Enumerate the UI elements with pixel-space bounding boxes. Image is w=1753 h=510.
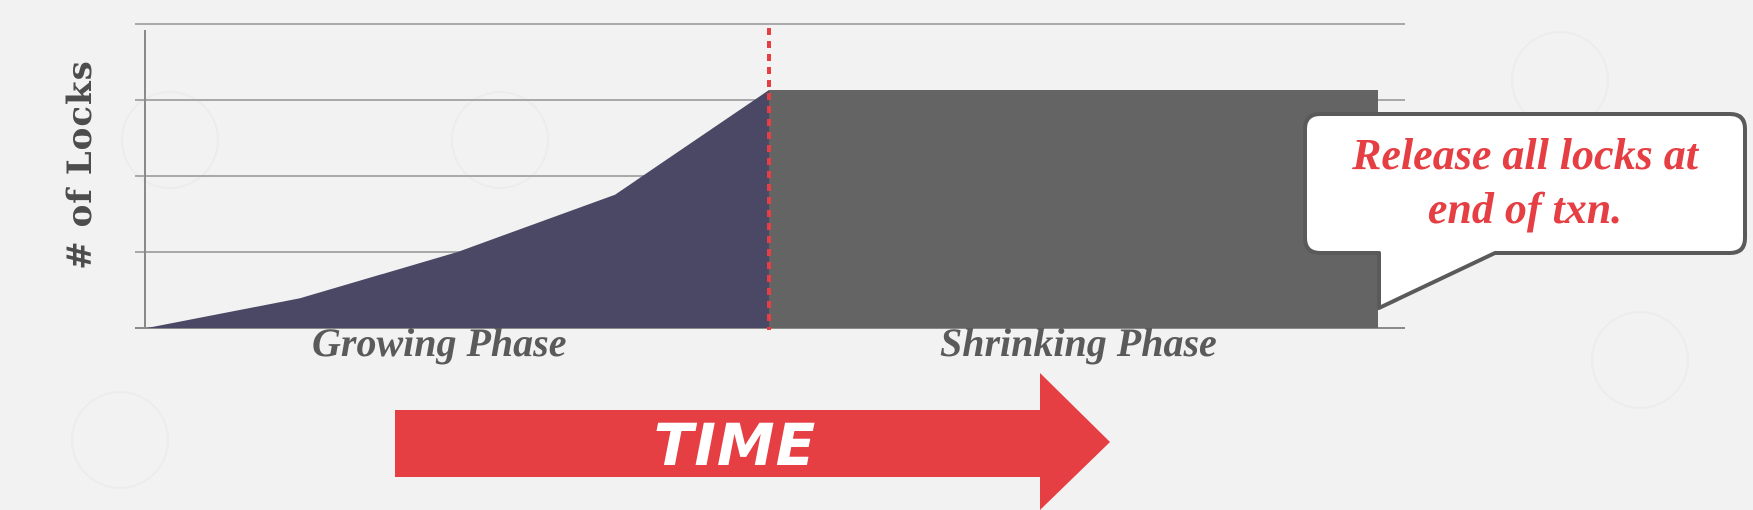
callout-bubble: [1303, 112, 1747, 310]
growing-phase-label: Growing Phase: [312, 320, 567, 365]
shrinking-phase-label: Shrinking Phase: [940, 320, 1217, 365]
growing-phase-area: [147, 90, 769, 328]
callout-text: Release all locks at end of txn.: [1305, 128, 1745, 236]
shrinking-phase-area: [769, 90, 1378, 328]
time-arrow: [395, 373, 1110, 510]
y-axis-label: # of Locks: [60, 60, 100, 270]
callout-line-2: end of txn.: [1427, 184, 1623, 233]
callout-line-1: Release all locks at: [1352, 130, 1698, 179]
background-pattern: [71, 31, 1689, 489]
time-arrow-label: TIME: [653, 411, 817, 479]
